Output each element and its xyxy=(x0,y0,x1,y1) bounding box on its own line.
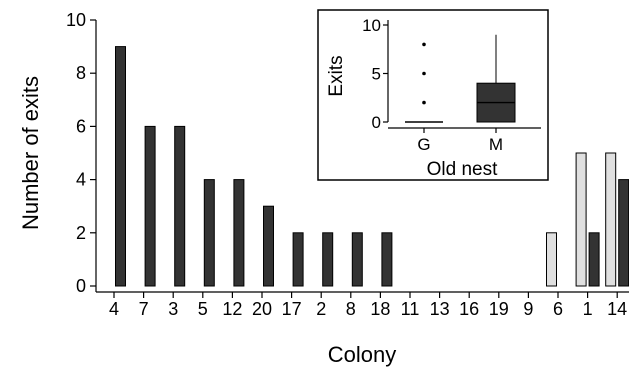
x-axis-title: Colony xyxy=(328,342,396,367)
y-tick-label: 10 xyxy=(66,10,86,30)
x-tick-label: 16 xyxy=(459,299,479,319)
x-tick-label: 13 xyxy=(430,299,450,319)
x-tick-label: 2 xyxy=(316,299,326,319)
bar xyxy=(264,206,274,286)
bar xyxy=(175,126,185,286)
bar xyxy=(323,233,333,286)
bar xyxy=(234,180,244,286)
inset-y-tick-label: 0 xyxy=(372,113,381,132)
bar xyxy=(606,153,616,286)
y-tick-label: 0 xyxy=(76,276,86,296)
inset-y-tick-label: 10 xyxy=(362,16,381,35)
x-tick-label: 9 xyxy=(523,299,533,319)
bar xyxy=(145,126,155,286)
x-tick-label: 14 xyxy=(607,299,627,319)
box-outlier xyxy=(422,72,426,76)
x-tick-label: 12 xyxy=(222,299,242,319)
bar xyxy=(293,233,303,286)
bar xyxy=(619,180,629,286)
bar xyxy=(589,233,599,286)
bar xyxy=(576,153,586,286)
y-tick-label: 6 xyxy=(76,116,86,136)
box-outlier xyxy=(422,101,426,105)
bar xyxy=(204,180,214,286)
x-tick-label: 17 xyxy=(282,299,302,319)
bar xyxy=(547,233,557,286)
inset-y-axis-title: Exits xyxy=(326,55,347,96)
x-tick-label: 18 xyxy=(370,299,390,319)
box-outlier xyxy=(422,43,426,47)
y-tick-label: 2 xyxy=(76,223,86,243)
x-tick-label: 5 xyxy=(198,299,208,319)
y-axis-title: Number of exits xyxy=(18,76,43,230)
inset-box-plot: 0 5 10 G M Old nest Exits xyxy=(318,10,548,180)
x-tick-label: 4 xyxy=(109,299,119,319)
y-tick-label: 4 xyxy=(76,170,86,190)
y-tick-label: 8 xyxy=(76,63,86,83)
bar xyxy=(116,47,126,286)
x-tick-label: 7 xyxy=(139,299,149,319)
x-tick-label: 20 xyxy=(252,299,272,319)
x-tick-label: 1 xyxy=(583,299,593,319)
x-tick-label: 8 xyxy=(346,299,356,319)
x-tick-label: 19 xyxy=(489,299,509,319)
x-tick-label: 11 xyxy=(401,299,420,319)
x-tick-label: 3 xyxy=(168,299,178,319)
bar xyxy=(382,233,392,286)
inset-x-tick-label: M xyxy=(489,135,503,154)
bar xyxy=(352,233,362,286)
inset-x-tick-label: G xyxy=(417,135,430,154)
inset-y-tick-label: 5 xyxy=(372,65,381,84)
x-tick-label: 6 xyxy=(553,299,563,319)
inset-x-axis-title: Old nest xyxy=(427,159,498,180)
